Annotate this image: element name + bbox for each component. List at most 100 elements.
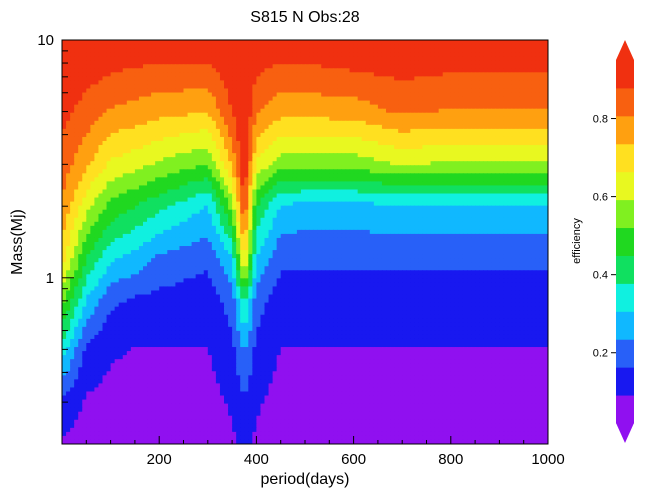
efficiency-cell — [288, 84, 294, 90]
efficiency-cell — [260, 104, 266, 110]
efficiency-cell — [232, 173, 237, 178]
efficiency-cell — [151, 161, 156, 166]
efficiency-cell — [163, 76, 168, 81]
efficiency-cell — [329, 76, 334, 81]
efficiency-cell — [219, 44, 225, 49]
efficiency-cell — [430, 136, 436, 142]
efficiency-cell — [94, 56, 100, 61]
efficiency-cell — [361, 76, 367, 81]
efficiency-cell — [70, 193, 75, 199]
efficiency-cell — [248, 153, 253, 158]
efficiency-cell — [175, 40, 181, 45]
efficiency-cell — [219, 173, 225, 178]
efficiency-cell — [442, 181, 448, 187]
efficiency-cell — [78, 141, 83, 146]
efficiency-cell — [248, 201, 253, 207]
efficiency-cell — [179, 153, 185, 158]
efficiency-cell — [491, 96, 496, 102]
efficiency-cell — [195, 72, 201, 77]
efficiency-cell — [523, 149, 529, 154]
efficiency-cell — [228, 92, 233, 98]
efficiency-cell — [151, 96, 156, 102]
efficiency-cell — [114, 92, 120, 98]
efficiency-cell — [199, 124, 205, 130]
efficiency-cell — [511, 92, 517, 98]
efficiency-cell — [130, 76, 136, 81]
efficiency-cell — [422, 157, 428, 162]
efficiency-cell — [495, 185, 500, 191]
efficiency-cell — [458, 72, 464, 77]
efficiency-cell — [78, 157, 83, 162]
efficiency-cell — [402, 52, 407, 57]
efficiency-cell — [402, 145, 407, 150]
efficiency-cell — [163, 181, 168, 187]
efficiency-cell — [539, 48, 545, 53]
efficiency-cell — [454, 153, 460, 158]
efficiency-cell — [377, 100, 383, 106]
efficiency-cell — [349, 157, 355, 162]
efficiency-cell — [236, 132, 241, 138]
efficiency-cell — [503, 124, 509, 130]
efficiency-cell — [309, 145, 314, 150]
efficiency-cell — [163, 92, 168, 98]
efficiency-cell — [458, 52, 464, 57]
efficiency-cell — [394, 68, 399, 73]
efficiency-cell — [467, 40, 472, 45]
efficiency-cell — [430, 197, 436, 203]
efficiency-cell — [147, 177, 152, 182]
efficiency-cell — [62, 88, 67, 94]
efficiency-cell — [305, 104, 310, 110]
efficiency-cell — [386, 181, 391, 187]
efficiency-cell — [410, 153, 415, 158]
efficiency-cell — [106, 185, 112, 191]
efficiency-cell — [78, 205, 83, 211]
efficiency-cell — [313, 72, 318, 77]
efficiency-cell — [365, 153, 371, 158]
efficiency-cell — [300, 72, 306, 77]
efficiency-cell — [268, 92, 274, 98]
efficiency-cell — [90, 48, 95, 53]
efficiency-cell — [256, 108, 262, 114]
efficiency-cell — [418, 40, 424, 45]
efficiency-cell — [539, 128, 545, 134]
efficiency-cell — [138, 92, 144, 98]
efficiency-cell — [381, 96, 387, 102]
efficiency-cell — [531, 100, 537, 106]
efficiency-cell — [341, 88, 347, 94]
efficiency-cell — [86, 56, 91, 61]
efficiency-cell — [313, 153, 318, 158]
efficiency-cell — [349, 145, 355, 150]
efficiency-cell — [211, 169, 217, 174]
efficiency-cell — [394, 104, 399, 110]
efficiency-cell — [467, 181, 472, 187]
efficiency-cell — [138, 76, 144, 81]
efficiency-cell — [256, 153, 262, 158]
efficiency-cell — [179, 136, 185, 142]
efficiency-cell — [74, 165, 79, 170]
efficiency-cell — [147, 88, 152, 94]
efficiency-cell — [329, 153, 334, 158]
efficiency-cell — [365, 68, 371, 73]
efficiency-cell — [454, 108, 460, 114]
efficiency-cell — [179, 64, 185, 69]
efficiency-cell — [414, 64, 419, 69]
efficiency-cell — [479, 104, 484, 110]
efficiency-cell — [373, 96, 379, 102]
efficiency-cell — [155, 80, 160, 86]
efficiency-cell — [163, 197, 168, 203]
efficiency-cell — [523, 100, 529, 106]
efficiency-cell — [106, 64, 112, 69]
efficiency-cell — [276, 197, 282, 203]
efficiency-cell — [240, 169, 245, 174]
efficiency-cell — [98, 76, 104, 81]
efficiency-cell — [515, 197, 521, 203]
efficiency-cell — [450, 112, 456, 118]
efficiency-cell — [228, 60, 233, 65]
efficiency-cell — [240, 56, 245, 61]
efficiency-cell — [543, 173, 548, 178]
efficiency-cell — [418, 112, 424, 118]
efficiency-cell — [280, 112, 286, 118]
efficiency-cell — [410, 72, 415, 77]
efficiency-cell — [134, 48, 140, 53]
efficiency-cell — [357, 52, 363, 57]
